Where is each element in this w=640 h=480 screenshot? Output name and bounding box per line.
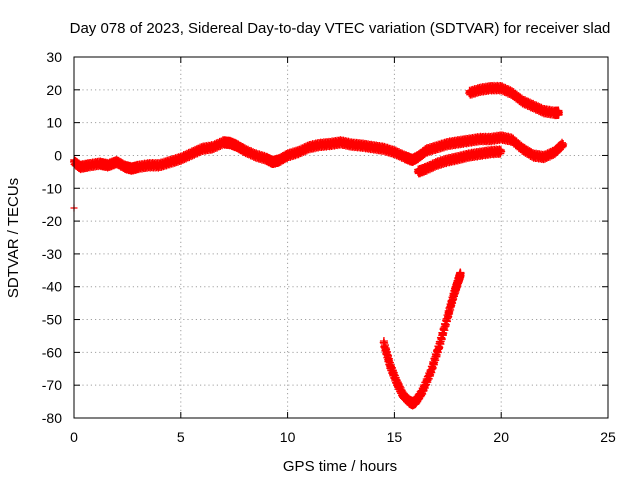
data-point	[554, 108, 563, 117]
series-track-dip	[379, 268, 465, 410]
grid-lines	[74, 57, 608, 418]
data-point	[456, 269, 465, 278]
y-tick-label: -80	[42, 410, 62, 426]
x-tick-label: 25	[600, 429, 616, 445]
y-tick-label: -60	[42, 344, 62, 360]
x-tick-label: 5	[177, 429, 185, 445]
y-tick-label: 20	[46, 82, 62, 98]
series-track-high	[465, 81, 563, 120]
y-tick-label: -20	[42, 213, 62, 229]
x-axis-label: GPS time / hours	[283, 458, 397, 475]
series-track-main	[70, 136, 416, 175]
y-tick-label: -50	[42, 312, 62, 328]
data-points	[70, 81, 568, 410]
y-tick-label: -40	[42, 279, 62, 295]
x-tick-label: 20	[493, 429, 509, 445]
y-tick-label: 10	[46, 115, 62, 131]
x-tick-label: 15	[387, 429, 403, 445]
series-track-lower	[413, 145, 506, 178]
chart-title: Day 078 of 2023, Sidereal Day-to-day VTE…	[70, 20, 611, 37]
plot-frame	[73, 56, 609, 419]
y-tick-label: 0	[54, 147, 62, 163]
data-point	[497, 147, 506, 156]
series-track-upper	[407, 131, 568, 166]
y-tick-label: -70	[42, 377, 62, 393]
x-tick-label: 10	[280, 429, 296, 445]
x-tick-label: 0	[70, 429, 78, 445]
y-tick-label: 30	[46, 49, 62, 65]
y-axis-label: SDTVAR / TECUs	[5, 178, 22, 298]
y-tick-label: -30	[42, 246, 62, 262]
data-point	[559, 139, 568, 148]
y-tick-label: -10	[42, 180, 62, 196]
axes: 0 5 10 15 20 25 -80 -70 -60 -50 -40 -30 -20 -10 0 10 20 3…	[42, 49, 616, 445]
